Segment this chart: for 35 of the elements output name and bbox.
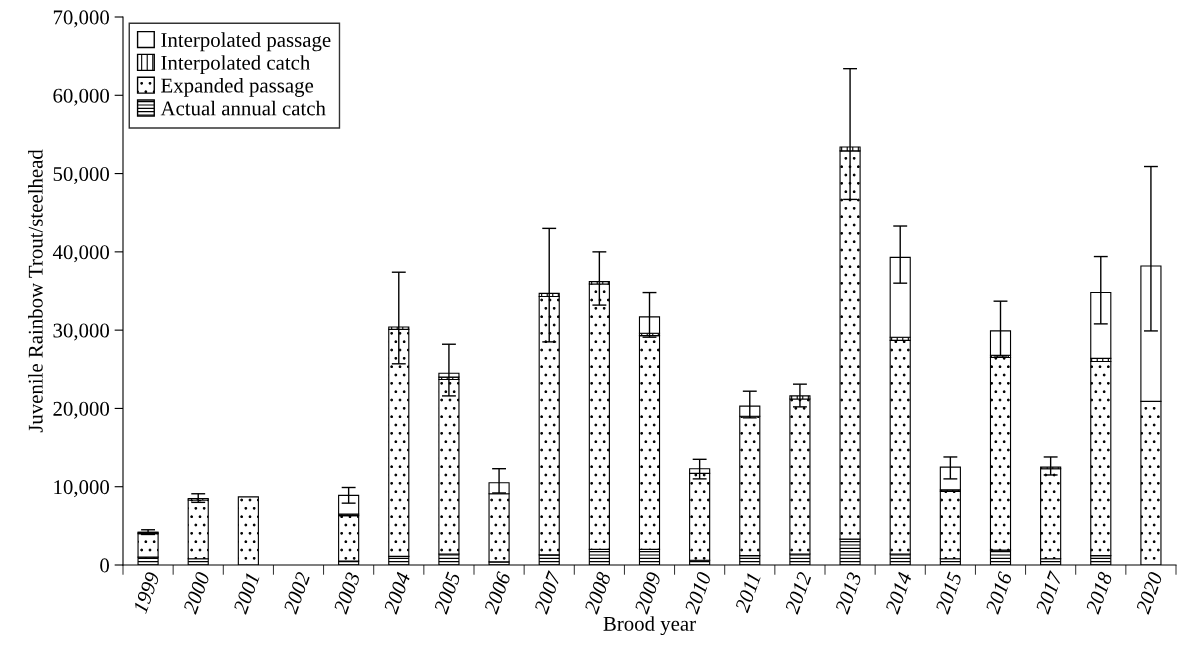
- x-tick-label: 2006: [483, 570, 512, 615]
- x-tick-label: 2002: [283, 571, 311, 615]
- x-tick-label: 2016: [985, 570, 1013, 615]
- y-tick-label: 70,000: [53, 10, 110, 28]
- x-tick-label: 2010: [684, 571, 712, 615]
- x-tick-label: 2005: [433, 571, 461, 615]
- legend-label: Interpolated passage: [161, 32, 331, 52]
- x-tick-label: 2000: [182, 571, 211, 615]
- y-tick-label: 10,000: [54, 480, 110, 498]
- x-axis-title: Brood year: [603, 616, 696, 636]
- x-tick-label: 2007: [533, 570, 562, 615]
- legend-label: Actual annual catch: [160, 100, 326, 116]
- x-tick-label: 2014: [884, 571, 913, 615]
- x-tick-label: 2018: [1085, 570, 1113, 615]
- y-tick-label: 60,000: [53, 88, 110, 106]
- x-tick-label: 2009: [634, 571, 662, 615]
- x-tick-label: 2013: [834, 571, 862, 615]
- x-tick-label: 2017: [1035, 570, 1063, 615]
- legend-label: Expanded passage: [161, 77, 314, 97]
- y-tick-label: 40,000: [52, 245, 110, 263]
- y-tick-label: 0: [100, 558, 110, 573]
- y-axis-title: Juvenile Rainbow Trout/steelhead: [28, 149, 43, 433]
- x-tick-label: 2003: [333, 571, 361, 615]
- y-tick-label: 50,000: [53, 166, 110, 184]
- x-tick-label: 2004: [383, 571, 411, 615]
- y-tick-label: 20,000: [53, 401, 110, 419]
- x-tick-label: 2008: [583, 570, 612, 615]
- x-tick-label: 2020: [1135, 571, 1163, 615]
- x-tick-label: 2001: [232, 572, 260, 615]
- x-tick-label: 1999: [132, 571, 160, 615]
- x-tick-label: 2012: [784, 571, 812, 615]
- x-tick-label: 2011: [734, 572, 761, 614]
- y-tick-label: 30,000: [53, 323, 110, 341]
- x-tick-label: 2015: [934, 571, 963, 615]
- legend-label: Interpolated catch: [161, 55, 311, 75]
